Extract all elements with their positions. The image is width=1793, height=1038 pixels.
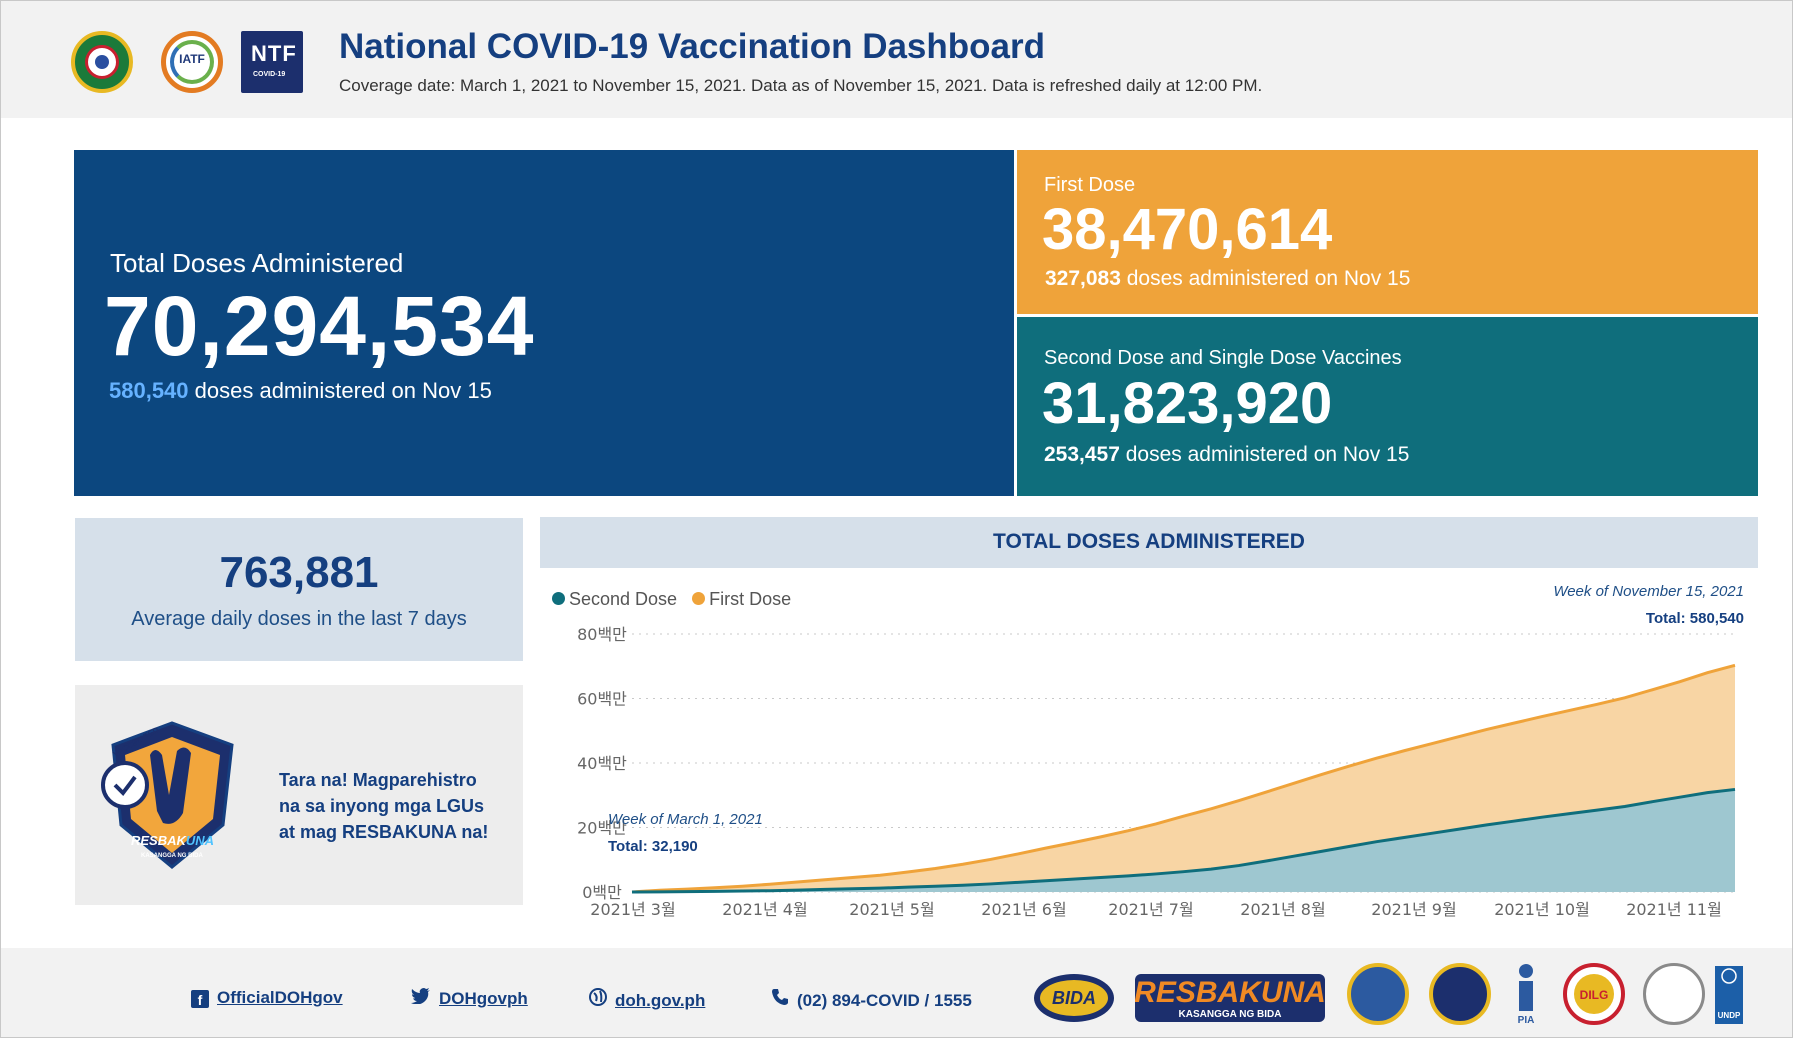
- second-dose-label: Second Dose and Single Dose Vaccines: [1044, 347, 1402, 369]
- footer: f OfficialDOHgov DOHgovph doh.gov.ph (02)…: [1, 948, 1792, 1037]
- phone-contact: (02) 894-COVID / 1555: [771, 988, 972, 1011]
- second-dose-card: Second Dose and Single Dose Vaccines 31,…: [1017, 317, 1758, 496]
- twitter-handle[interactable]: DOHgovph: [439, 989, 528, 1008]
- average-daily-card: 763,881 Average daily doses in the last …: [75, 518, 523, 661]
- x-tick-label: 2021년 3월: [590, 900, 675, 919]
- first-dose-daily-suffix: doses administered on Nov 15: [1120, 267, 1411, 290]
- twitter-link[interactable]: DOHgovph: [411, 988, 528, 1009]
- chart-title: TOTAL DOSES ADMINISTERED: [993, 530, 1305, 553]
- total-doses-value: 70,294,534: [104, 279, 535, 373]
- website-url[interactable]: doh.gov.ph: [615, 991, 706, 1010]
- first-dose-card: First Dose 38,470,614 327,083 doses admi…: [1017, 150, 1758, 314]
- undp-logo: UNDP: [1715, 966, 1743, 1024]
- average-daily-value: 763,881: [219, 548, 379, 597]
- doh-logo: [71, 31, 133, 93]
- badge-brand-a: RESBAK: [131, 833, 188, 848]
- header: IATF NTF COVID-19 National COVID-19 Vacc…: [1, 1, 1792, 118]
- resbakuna-footer-logo: RESBAKUNA KASANGGA NG BIDA: [1135, 974, 1325, 1022]
- bida-logo: BIDA: [1034, 974, 1114, 1022]
- legend-second-dose-dot: [552, 592, 565, 606]
- ntf-logo: NTF COVID-19: [241, 31, 303, 93]
- promo-message: Tara na! Magparehistro na sa inyong mga …: [279, 767, 488, 845]
- second-dose-area[interactable]: [632, 789, 1735, 892]
- pia-logo-text: PIA: [1518, 1015, 1535, 1025]
- y-tick-label: 0백만: [582, 883, 622, 902]
- facebook-icon: f: [191, 990, 209, 1008]
- facebook-handle[interactable]: OfficialDOHgov: [217, 988, 343, 1007]
- start-total-annotation: Total: 32,190: [608, 838, 698, 855]
- dilg-logo-text: DILG: [1580, 988, 1609, 1002]
- second-dose-line[interactable]: [631, 787, 1736, 894]
- badge-brand-b: UNA: [186, 833, 214, 848]
- second-dose-daily-value: 253,457: [1044, 443, 1120, 466]
- first-dose-daily: 327,083 doses administered on Nov 15: [1045, 267, 1410, 291]
- total-daily-value: 580,540: [109, 378, 189, 403]
- legend-second-dose[interactable]: Second Dose: [552, 589, 677, 609]
- presidential-office-seal-icon: [1347, 963, 1409, 1025]
- y-tick-label: 60백만: [577, 690, 627, 709]
- ntf-logo-text: NTF: [251, 41, 297, 66]
- ntf-logo-subtext: COVID-19: [253, 71, 286, 78]
- y-tick-label: 80백만: [577, 625, 627, 644]
- phone-icon: [771, 988, 789, 1011]
- y-tick-label: 40백만: [577, 754, 627, 773]
- globe-icon: [589, 988, 607, 1011]
- total-doses-card: Total Doses Administered 70,294,534 580,…: [74, 150, 1014, 496]
- second-dose-daily-suffix: doses administered on Nov 15: [1119, 443, 1410, 466]
- first-dose-line[interactable]: [631, 663, 1736, 894]
- end-week-annotation: Week of November 15, 2021: [1553, 583, 1744, 600]
- legend-first-dose-dot: [692, 592, 706, 606]
- resbakuna-footer-tag: KASANGGA NG BIDA: [1179, 1009, 1282, 1020]
- iatf-logo: IATF: [161, 31, 223, 93]
- legend-first-dose-label: First Dose: [709, 589, 792, 609]
- twitter-icon: [411, 988, 431, 1009]
- first-dose-label: First Dose: [1044, 174, 1136, 196]
- legend-first-dose[interactable]: First Dose: [692, 589, 791, 609]
- page-title: National COVID-19 Vaccination Dashboard: [339, 27, 1045, 66]
- chart-header: TOTAL DOSES ADMINISTERED: [540, 517, 1758, 568]
- bida-logo-text: BIDA: [1052, 988, 1096, 1008]
- website-link[interactable]: doh.gov.ph: [589, 988, 705, 1011]
- facebook-link[interactable]: f OfficialDOHgov: [191, 988, 343, 1008]
- undp-logo-text: UNDP: [1718, 1011, 1741, 1020]
- total-doses-label: Total Doses Administered: [110, 248, 404, 278]
- iatf-logo-text: IATF: [179, 52, 205, 66]
- first-dose-area[interactable]: [632, 665, 1735, 892]
- x-tick-label: 2021년 9월: [1371, 900, 1456, 919]
- second-dose-value: 31,823,920: [1042, 371, 1333, 436]
- promo-line-3: at mag RESBAKUNA na!: [279, 822, 489, 842]
- total-daily-doses: 580,540 doses administered on Nov 15: [109, 378, 492, 404]
- phone-number: (02) 894-COVID / 1555: [797, 991, 972, 1010]
- x-tick-label: 2021년 4월: [722, 900, 807, 919]
- coverage-note: Coverage date: March 1, 2021 to November…: [339, 76, 1263, 95]
- first-dose-value: 38,470,614: [1042, 197, 1333, 262]
- resbakuna-promo: VACCINATED RESBAKUNA KASANGGA NG BIDA Ta…: [75, 685, 523, 905]
- total-daily-suffix: doses administered on Nov 15: [188, 378, 492, 403]
- x-tick-label: 2021년 7월: [1108, 900, 1193, 919]
- government-seal-icon: [1429, 963, 1491, 1025]
- second-dose-daily: 253,457 doses administered on Nov 15: [1044, 443, 1409, 467]
- x-tick-label: 2021년 8월: [1240, 900, 1325, 919]
- promo-line-2: na sa inyong mga LGUs: [279, 796, 485, 816]
- x-tick-label: 2021년 11월: [1626, 900, 1722, 919]
- x-tick-label: 2021년 6월: [981, 900, 1066, 919]
- resbakuna-badge-icon: VACCINATED RESBAKUNA KASANGGA NG BIDA: [101, 721, 234, 869]
- x-tick-label: 2021년 5월: [849, 900, 934, 919]
- resbakuna-footer-text: RESBAKUNA: [1135, 976, 1325, 1009]
- promo-line-1: Tara na! Magparehistro: [279, 770, 477, 790]
- average-daily-label: Average daily doses in the last 7 days: [131, 608, 467, 630]
- start-week-annotation: Week of March 1, 2021: [608, 811, 763, 828]
- partner-seal-icon: [1643, 963, 1705, 1025]
- badge-tag: KASANGGA NG BIDA: [141, 853, 203, 859]
- pia-logo: PIA: [1518, 964, 1535, 1025]
- dilg-logo: DILG: [1563, 963, 1625, 1025]
- x-tick-label: 2021년 10월: [1494, 900, 1590, 919]
- y-tick-label: 20백만: [577, 819, 627, 838]
- chart-legend[interactable]: Second Dose First Dose: [552, 589, 801, 610]
- end-total-annotation: Total: 580,540: [1646, 610, 1744, 627]
- legend-second-dose-label: Second Dose: [569, 589, 678, 609]
- svg-text:RESBAKUNA: RESBAKUNA: [131, 833, 214, 848]
- first-dose-daily-value: 327,083: [1045, 267, 1121, 290]
